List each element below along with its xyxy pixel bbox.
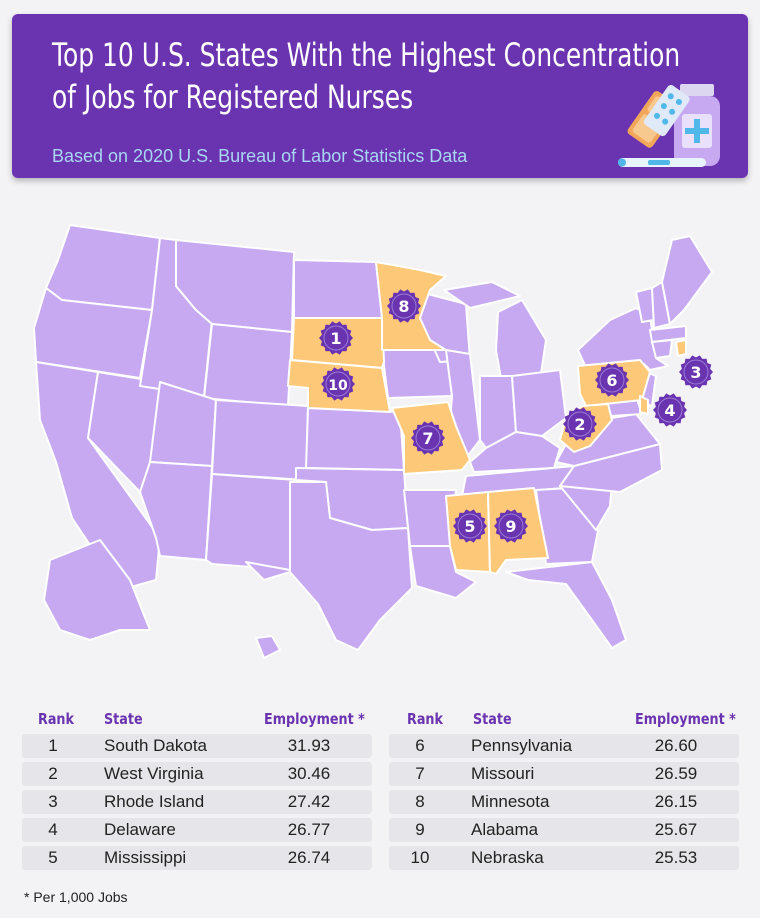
state-delaware	[639, 395, 649, 415]
rank-badge-label: 1	[330, 329, 341, 348]
header-employment: Employment *	[635, 710, 736, 728]
table-row: 6 Pennsylvania 26.60	[389, 734, 739, 758]
rank-badge-4: 4	[653, 393, 687, 427]
employment-cell: 30.46	[287, 764, 331, 783]
rank-badge-3: 3	[679, 355, 713, 389]
rank-badge-2: 2	[563, 407, 597, 441]
state-florida	[505, 561, 627, 649]
ranking-table-left: Rank State Employment * 1 South Dakota 3…	[22, 706, 372, 874]
state-michigan-upper	[443, 281, 521, 309]
rank-badge-label: 6	[606, 371, 617, 390]
state-michigan-lower	[495, 299, 547, 385]
state-alaska	[43, 539, 151, 641]
ranking-table-right: Rank State Employment * 6 Pennsylvania 2…	[389, 706, 739, 874]
rank-badge-1: 1	[319, 321, 353, 355]
rank-cell: 4	[48, 820, 58, 839]
table-row: 10 Nebraska 25.53	[389, 846, 739, 870]
header-state: State	[473, 710, 512, 728]
rank-badge-label: 5	[464, 517, 475, 536]
page-title: Top 10 U.S. States With the Highest Conc…	[52, 34, 680, 118]
rank-cell: 8	[415, 792, 425, 811]
state-cell: Nebraska	[471, 848, 544, 867]
state-cell: South Dakota	[104, 736, 208, 755]
employment-cell: 26.15	[654, 792, 698, 811]
rank-badge-9: 9	[494, 509, 528, 543]
header-state: State	[104, 710, 143, 728]
table-row: 3 Rhode Island 27.42	[22, 790, 372, 814]
rank-badge-6: 6	[595, 363, 629, 397]
state-cell: Minnesota	[471, 792, 550, 811]
header-employment: Employment *	[264, 710, 365, 728]
rank-badge-label: 3	[690, 363, 701, 382]
state-texas	[245, 481, 413, 651]
state-cell: Delaware	[104, 820, 176, 839]
table-row: 7 Missouri 26.59	[389, 762, 739, 786]
employment-cell: 26.59	[654, 764, 698, 783]
rank-badge-label: 10	[328, 378, 348, 394]
rank-cell: 9	[415, 820, 425, 839]
rank-badges: 1 2 34 5 6 7 8 9 10	[319, 289, 713, 543]
header-rank: Rank	[407, 710, 443, 728]
rank-cell: 10	[410, 848, 430, 867]
table-row: 5 Mississippi 26.74	[22, 846, 372, 870]
rank-badge-label: 7	[422, 429, 433, 448]
rank-cell: 7	[415, 764, 425, 783]
table-header: Rank State Employment *	[22, 706, 372, 734]
state-kentucky	[469, 431, 561, 473]
state-massachusetts	[649, 325, 687, 343]
state-north-dakota	[293, 259, 383, 319]
header-rank: Rank	[38, 710, 74, 728]
rank-cell: 5	[48, 848, 58, 867]
table-row: 9 Alabama 25.67	[389, 818, 739, 842]
state-maine	[661, 235, 713, 325]
table-row: 2 West Virginia 30.46	[22, 762, 372, 786]
rank-badge-10: 10	[321, 367, 355, 401]
table-header: Rank State Employment *	[389, 706, 739, 734]
state-hawaii	[255, 635, 281, 659]
rank-badge-7: 7	[411, 421, 445, 455]
state-cell: Missouri	[471, 764, 535, 783]
state-cell: Alabama	[471, 820, 539, 839]
employment-cell: 25.67	[654, 820, 698, 839]
state-cell: West Virginia	[104, 764, 204, 783]
table-row: 8 Minnesota 26.15	[389, 790, 739, 814]
rank-cell: 1	[48, 736, 58, 755]
state-cell: Mississippi	[104, 848, 187, 867]
footnote: * Per 1,000 Jobs	[24, 889, 128, 905]
rank-badge-label: 2	[574, 415, 585, 434]
employment-cell: 31.93	[287, 736, 331, 755]
employment-cell: 26.60	[654, 736, 698, 755]
title-line-2: of Jobs for Registered Nurses	[52, 78, 414, 116]
employment-cell: 27.42	[287, 792, 331, 811]
employment-cell: 26.74	[287, 848, 331, 867]
table-row: 4 Delaware 26.77	[22, 818, 372, 842]
rank-cell: 3	[48, 792, 58, 811]
state-kansas	[305, 407, 405, 471]
state-connecticut	[651, 339, 673, 359]
employment-cell: 25.53	[654, 848, 698, 867]
rank-cell: 2	[48, 764, 58, 783]
medicine-icon	[618, 84, 720, 167]
state-cell: Rhode Island	[104, 792, 205, 811]
state-rhode-island	[675, 339, 687, 357]
rank-badge-label: 4	[664, 401, 675, 420]
rank-badge-label: 9	[505, 517, 516, 536]
header-banner: Top 10 U.S. States With the Highest Conc…	[12, 14, 748, 178]
rank-badge-label: 8	[398, 297, 409, 316]
table-row: 1 South Dakota 31.93	[22, 734, 372, 758]
rank-badge-5: 5	[453, 509, 487, 543]
rank-badge-8: 8	[387, 289, 421, 323]
state-wyoming	[203, 323, 293, 407]
state-colorado	[211, 399, 309, 481]
us-map: 1 2 34 5 6 7 8 9 10	[33, 224, 713, 659]
rank-cell: 6	[415, 736, 425, 755]
employment-cell: 26.77	[287, 820, 331, 839]
state-new-mexico	[205, 473, 297, 571]
subtitle: Based on 2020 U.S. Bureau of Labor Stati…	[52, 146, 468, 166]
state-ohio	[511, 369, 567, 437]
title-line-1: Top 10 U.S. States With the Highest Conc…	[52, 36, 681, 74]
state-washington	[45, 224, 161, 311]
state-cell: Pennsylvania	[471, 736, 573, 755]
